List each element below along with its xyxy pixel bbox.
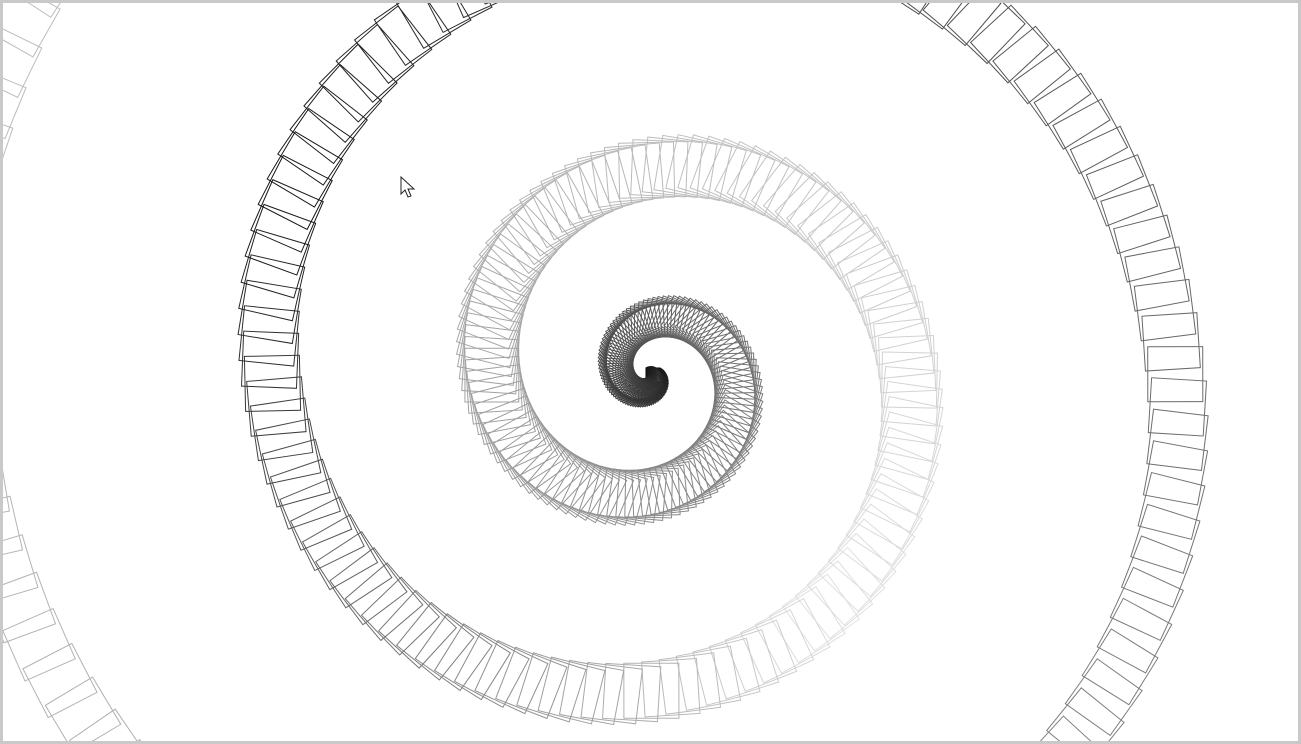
arrow-pointer-icon (400, 176, 416, 200)
spiral-square (1034, 73, 1110, 149)
spiral-square (466, 3, 537, 4)
spiral-square (838, 241, 910, 313)
spiral-square (1082, 629, 1158, 705)
spiral-square (787, 182, 865, 260)
spiral-square (435, 624, 511, 700)
spiral-square (362, 577, 440, 655)
spiral-square (1065, 659, 1142, 736)
spiral-square (488, 410, 558, 480)
spiral-square (1147, 409, 1208, 470)
spiral-square (1138, 473, 1205, 540)
spiral-square (316, 532, 392, 608)
spiral-square (947, 3, 1025, 63)
spiral-square (693, 638, 760, 705)
spiral-square (868, 302, 931, 365)
spiral-square (1086, 155, 1157, 226)
spiral-square (304, 65, 382, 143)
spiral-square (873, 3, 949, 14)
spiral-square (1053, 99, 1128, 174)
spiral-square (1148, 378, 1206, 436)
spiral-square (764, 164, 842, 242)
spiral-square (1070, 126, 1143, 199)
spiral-square (769, 587, 845, 663)
spiral-square (441, 3, 513, 18)
spiral-square (819, 215, 894, 290)
spiral-square (319, 44, 397, 122)
spiral-square (336, 25, 414, 103)
spiral-square (1110, 567, 1183, 640)
spiral-square (846, 255, 917, 326)
spiral-square (3, 608, 75, 681)
spiral-square (861, 285, 927, 351)
spiral-square (455, 633, 530, 708)
spiral-square (828, 227, 902, 301)
spiral-square (256, 419, 321, 484)
spiral-square (379, 590, 457, 668)
spiral-square (3, 67, 26, 139)
spiral-square (881, 352, 937, 408)
spiral-square (1097, 598, 1172, 673)
spiral-square (898, 3, 975, 29)
spiral-square (660, 450, 718, 508)
spiral-square (475, 641, 548, 714)
spiral-square (3, 457, 9, 520)
spiral-square (303, 515, 378, 590)
spiral-square (96, 740, 173, 741)
spiral-square (247, 377, 306, 436)
spiral-square (3, 110, 13, 180)
spiral-square (971, 5, 1049, 83)
spiral-square (642, 659, 700, 717)
spiral-square (245, 204, 316, 275)
spiral-square (1026, 716, 1104, 741)
spiral-square (818, 533, 896, 611)
spiral-square (659, 653, 720, 714)
spiral-square (483, 403, 552, 472)
spiral-square (1148, 347, 1203, 402)
spiral-square (418, 3, 492, 32)
spiral-square (807, 547, 885, 625)
spiral-square (798, 192, 875, 269)
spiral-square (501, 188, 578, 265)
spiral-square (258, 155, 332, 229)
spiral-square (3, 572, 56, 643)
spiral-square (478, 396, 545, 463)
spiral-square (1014, 49, 1091, 126)
spiral-square (860, 458, 934, 532)
spiral-square (1122, 536, 1193, 607)
spiral-square (624, 663, 679, 718)
spiral-square (808, 203, 884, 279)
spiral-square (871, 427, 941, 497)
spiral-square (238, 280, 301, 343)
spiral-square (1125, 247, 1189, 311)
spiral-square (278, 109, 354, 185)
spiral-square (280, 478, 352, 550)
spiral-square (1142, 313, 1200, 371)
spiral-square (3, 535, 38, 603)
spiral-square (70, 709, 146, 741)
spiral-square (828, 519, 906, 597)
spiral-square (725, 620, 796, 691)
spiral-square (397, 603, 474, 680)
spiral-square (267, 132, 342, 207)
spiral-square (5, 3, 81, 17)
spiral-square (3, 3, 60, 57)
spiral-square (1101, 184, 1170, 253)
spiral-canvas[interactable] (3, 3, 1298, 741)
spiral-square (291, 497, 365, 571)
spiral-square (795, 561, 872, 638)
spiral-square (560, 660, 624, 724)
spiral-square (355, 6, 432, 83)
spiral-square (270, 459, 340, 529)
spiral-square (395, 3, 470, 48)
spiral-square (783, 574, 860, 651)
spiral-square (603, 663, 661, 721)
spiral-square (581, 662, 642, 723)
spiral-square (993, 26, 1070, 103)
spiral-square (3, 496, 23, 562)
